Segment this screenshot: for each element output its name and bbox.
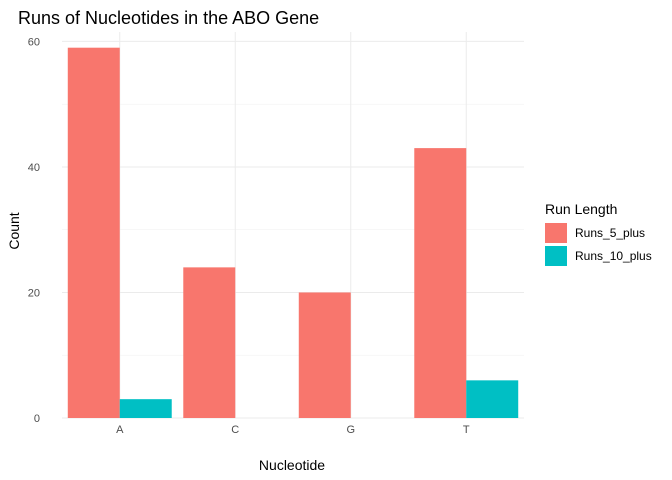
bar-Runs_5_plus-A xyxy=(67,47,120,419)
y-axis-title: Count xyxy=(6,212,22,249)
chart-title: Runs of Nucleotides in the ABO Gene xyxy=(18,8,319,28)
bar-Runs_5_plus-G xyxy=(298,292,351,418)
bar-Runs_10_plus-A xyxy=(119,399,172,418)
x-tick-label: G xyxy=(346,424,355,436)
y-tick-label: 20 xyxy=(28,287,40,299)
y-tick-label: 40 xyxy=(28,162,40,174)
bar-Runs_5_plus-C xyxy=(183,267,236,418)
x-tick-label: C xyxy=(231,424,239,436)
y-tick-label: 0 xyxy=(34,413,40,425)
x-tick-label: A xyxy=(116,424,124,436)
legend-key-Runs_5_plus xyxy=(545,223,567,243)
legend-label-Runs_5_plus: Runs_5_plus xyxy=(575,226,645,240)
legend-key-Runs_10_plus xyxy=(545,246,567,266)
y-tick-label: 60 xyxy=(28,36,40,48)
legend-label-Runs_10_plus: Runs_10_plus xyxy=(575,249,652,263)
x-axis-title: Nucleotide xyxy=(259,457,325,473)
y-axis-ticks: 0 20 40 60 xyxy=(28,36,40,425)
bars xyxy=(67,47,519,419)
legend-title: Run Length xyxy=(545,201,617,217)
legend: Run Length Runs_5_plus Runs_10_plus xyxy=(545,201,652,266)
x-tick-label: T xyxy=(463,424,470,436)
bar-Runs_5_plus-T xyxy=(414,148,467,418)
bar-Runs_10_plus-T xyxy=(466,380,519,418)
